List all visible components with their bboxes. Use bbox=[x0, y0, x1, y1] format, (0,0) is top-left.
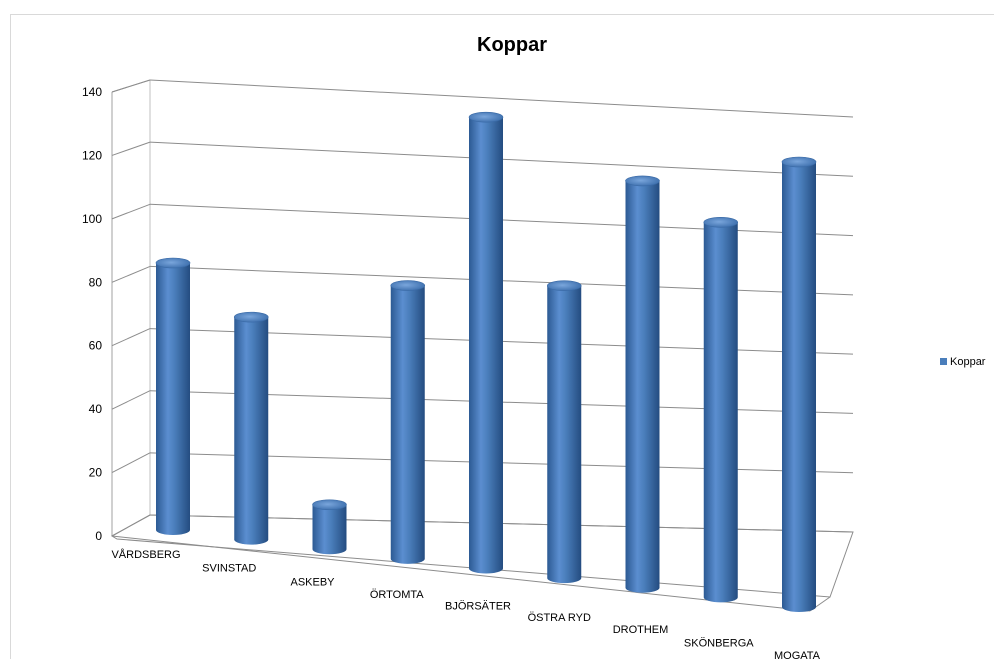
bar-cap bbox=[625, 175, 660, 187]
x-tick-label: MOGATA bbox=[774, 650, 821, 659]
bar bbox=[546, 280, 582, 584]
bar-body bbox=[156, 263, 190, 535]
chart-frame bbox=[10, 14, 994, 659]
bar-cap bbox=[390, 280, 426, 291]
gridline-side bbox=[111, 452, 151, 474]
x-tick-label: VÅRDSBERG bbox=[111, 548, 180, 561]
bar-cap bbox=[703, 217, 739, 228]
y-tick-label: 100 bbox=[82, 212, 102, 226]
x-tick-label: BJÖRSÄTER bbox=[445, 601, 511, 613]
bar bbox=[233, 311, 269, 545]
chart-title: Koppar bbox=[477, 34, 547, 56]
floor-outline bbox=[110, 514, 854, 598]
bar-body bbox=[703, 222, 738, 603]
y-tick-label: 40 bbox=[89, 402, 103, 416]
x-tick-label: SVINSTAD bbox=[202, 563, 256, 575]
bar bbox=[468, 111, 504, 574]
bar-body bbox=[312, 504, 347, 555]
y-tick-label: 60 bbox=[89, 339, 103, 353]
bar bbox=[155, 257, 191, 535]
bar-cap bbox=[468, 111, 504, 123]
y-tick-label: 120 bbox=[82, 148, 102, 162]
y-tick-label: 80 bbox=[89, 275, 103, 289]
x-tick-label: ÖSTRA RYD bbox=[528, 612, 591, 624]
gridline-side bbox=[111, 203, 151, 220]
legend-label: Koppar bbox=[950, 356, 986, 368]
bar-body bbox=[390, 285, 425, 564]
x-tick-label: ÖRTOMTA bbox=[370, 589, 424, 601]
bar-body bbox=[469, 117, 503, 574]
legend: Koppar bbox=[940, 356, 986, 368]
bar bbox=[390, 280, 426, 564]
bar-cap bbox=[781, 156, 817, 168]
bar-cap bbox=[546, 280, 582, 291]
gridline-side bbox=[111, 390, 151, 410]
gridline-side bbox=[111, 79, 151, 93]
y-axis-ticks: 0 20 40 60 80 100 120 140 bbox=[82, 85, 102, 543]
x-tick-label: ASKEBY bbox=[290, 576, 335, 588]
gridline-side bbox=[111, 328, 151, 347]
bar-body bbox=[234, 317, 269, 545]
gridline bbox=[149, 79, 854, 118]
legend-swatch bbox=[940, 358, 947, 365]
bar-body bbox=[547, 285, 582, 584]
y-tick-label: 140 bbox=[82, 85, 102, 99]
y-tick-label: 20 bbox=[89, 466, 103, 480]
bar-body bbox=[782, 162, 816, 612]
bar bbox=[703, 217, 739, 603]
gridline-side bbox=[111, 265, 151, 283]
x-axis-labels: VÅRDSBERG SVINSTAD ASKEBY ÖRTOMTA BJÖRSÄTER Ö… bbox=[111, 548, 820, 659]
bars bbox=[155, 111, 817, 612]
x-tick-label: SKÖNBERGA bbox=[684, 637, 754, 649]
x-tick-label: DROTHEM bbox=[613, 624, 669, 636]
bar bbox=[781, 156, 817, 612]
gridline-side bbox=[111, 141, 151, 156]
bar bbox=[625, 175, 660, 593]
bar-cap bbox=[155, 257, 191, 269]
bar-body bbox=[625, 180, 660, 593]
bar-cap bbox=[233, 311, 269, 323]
bar-cap bbox=[312, 499, 347, 511]
y-tick-label: 0 bbox=[95, 529, 102, 543]
bar bbox=[312, 499, 347, 555]
